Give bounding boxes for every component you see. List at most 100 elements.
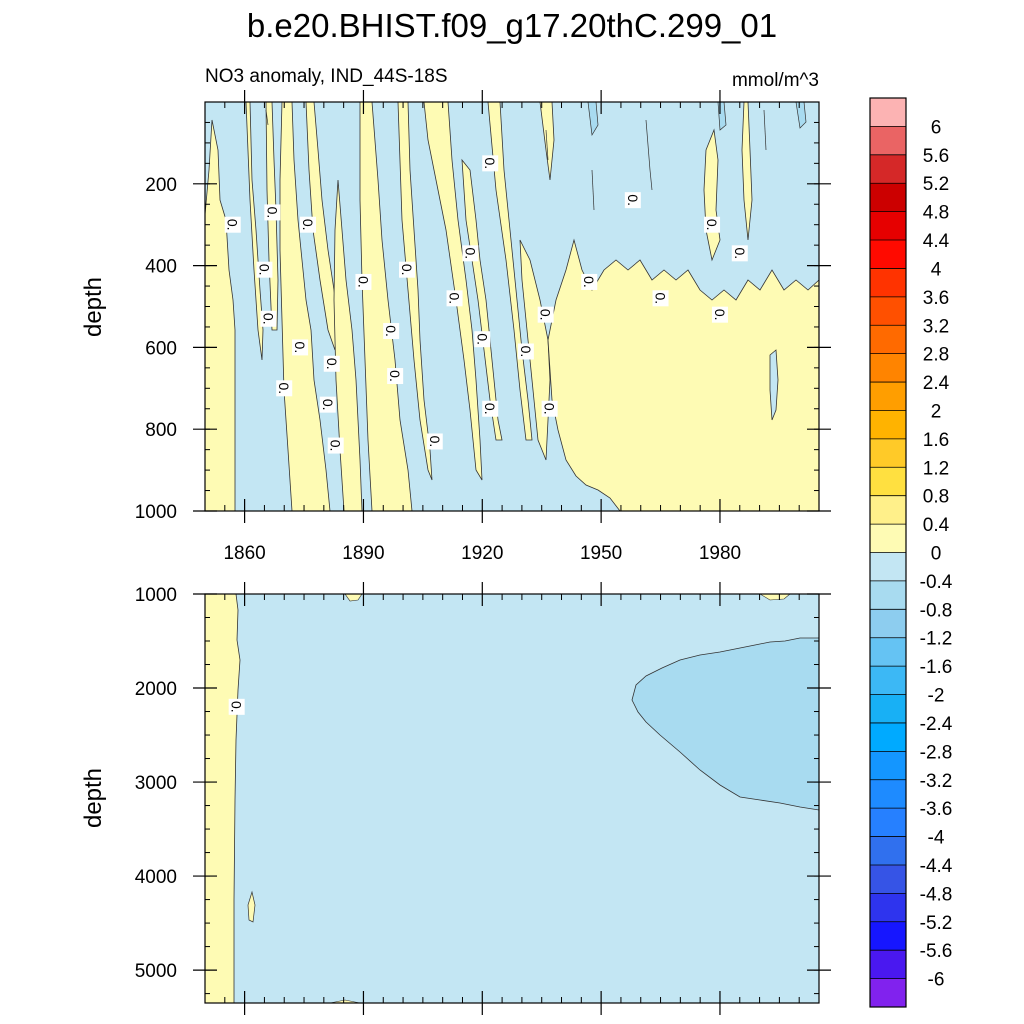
contour-label: 0. bbox=[256, 261, 273, 278]
contour-label-box bbox=[541, 400, 558, 417]
colorbar-label: 2.8 bbox=[923, 345, 949, 366]
bottom-panel: 0. 1000 2000 3000 4000 5000 depth bbox=[80, 582, 831, 1015]
top-y-axis: 200 400 600 800 1000 bbox=[135, 101, 831, 523]
contour-label-box bbox=[426, 433, 443, 450]
colorbar-label: -0.8 bbox=[920, 600, 953, 621]
contour-label-box bbox=[711, 306, 728, 323]
colorbar-swatch bbox=[870, 751, 906, 781]
negative-anomaly-patch bbox=[769, 349, 779, 421]
bottom-y-tick-label: 3000 bbox=[135, 773, 177, 794]
colorbar-label: -1.6 bbox=[920, 657, 953, 678]
contour-label-text: 0. bbox=[518, 346, 534, 358]
contour-line bbox=[645, 119, 653, 191]
colorbar-label: 4 bbox=[931, 259, 942, 280]
colorbar-swatch bbox=[870, 694, 906, 724]
positive-region bbox=[333, 179, 363, 511]
colorbar-frame bbox=[869, 97, 907, 1008]
contour-label-box bbox=[482, 155, 499, 172]
contour-label-text: 0. bbox=[538, 309, 554, 321]
contour-label-text: 0. bbox=[625, 194, 641, 206]
top-x-tick-label: 1950 bbox=[580, 543, 622, 564]
contour-label-text: 0. bbox=[704, 219, 720, 231]
contour-label-box bbox=[624, 192, 641, 209]
colorbar-label: 5.6 bbox=[923, 146, 949, 167]
colorbar-label: -4.4 bbox=[920, 856, 953, 877]
contour-label-box bbox=[517, 343, 534, 360]
contour-label: 0. bbox=[581, 273, 598, 290]
negative-anomaly-region bbox=[631, 637, 819, 811]
contour-label-text: 0. bbox=[324, 358, 340, 370]
colorbar-label: -3.2 bbox=[920, 771, 953, 792]
contour-label-text: 0. bbox=[474, 333, 490, 345]
contour-label-box bbox=[319, 396, 336, 413]
contour-label: 0. bbox=[264, 204, 281, 221]
colorbar-swatch bbox=[870, 183, 906, 212]
contour-label: 0. bbox=[704, 216, 721, 233]
positive-region bbox=[741, 102, 753, 241]
bottom-y-axis: 1000 2000 3000 4000 5000 bbox=[135, 585, 831, 995]
contour-label-text: 0. bbox=[264, 207, 280, 219]
contour-label: 0. bbox=[426, 433, 443, 450]
contour-label: 0. bbox=[482, 400, 499, 417]
bottom-panel-frame bbox=[204, 593, 820, 1004]
top-x-tick-label: 1890 bbox=[342, 543, 384, 564]
colorbar-swatch bbox=[870, 325, 906, 354]
bottom-y-tick-label: 5000 bbox=[135, 961, 177, 982]
contour-label: 0. bbox=[276, 380, 293, 397]
contour-label-text: 0. bbox=[653, 292, 669, 304]
top-y-axis-label: depth bbox=[80, 277, 107, 337]
top-y-tick-label: 800 bbox=[145, 420, 177, 441]
positive-region bbox=[461, 158, 503, 441]
contour-label-text: 0. bbox=[542, 403, 558, 415]
top-y-tick-label: 600 bbox=[145, 338, 177, 359]
contour-label-box bbox=[299, 216, 316, 233]
contour-label: 0. bbox=[383, 323, 400, 340]
contour-label-box bbox=[276, 380, 293, 397]
colorbar-swatch bbox=[870, 552, 906, 582]
colorbar-label: 0 bbox=[931, 544, 942, 565]
contour-label-box bbox=[327, 437, 344, 454]
colorbar-swatch bbox=[870, 893, 906, 923]
positive-sliver-bottom bbox=[329, 999, 361, 1003]
contour-label-text: 0. bbox=[276, 382, 292, 394]
colorbar-label: -1.2 bbox=[920, 629, 953, 650]
positive-region bbox=[423, 102, 483, 481]
contour-label: 0. bbox=[355, 273, 372, 290]
contour-label-text: 0. bbox=[260, 313, 276, 325]
chart-units-label: mmol/m^3 bbox=[732, 70, 819, 91]
positive-region bbox=[359, 102, 413, 511]
top-y-tick-label: 400 bbox=[145, 257, 177, 278]
chart-subtitle-left: NO3 anomaly, IND_44S-18S bbox=[205, 66, 448, 87]
colorbar-label: 5.2 bbox=[923, 174, 949, 195]
positive-region bbox=[279, 102, 331, 511]
colorbar-swatch bbox=[870, 154, 906, 184]
colorbar-label: 6 bbox=[931, 117, 942, 138]
contour-label: 0. bbox=[537, 306, 554, 323]
contour-label-text: 0. bbox=[229, 701, 245, 713]
contour-label-text: 0. bbox=[581, 276, 597, 288]
contour-label-text: 0. bbox=[482, 403, 498, 415]
colorbar-label: 1.2 bbox=[923, 458, 949, 479]
colorbar-label: 3.2 bbox=[923, 316, 949, 337]
colorbar-swatch bbox=[870, 779, 906, 809]
contour-label-text: 0. bbox=[399, 264, 415, 276]
contour-label: 0. bbox=[652, 290, 669, 307]
colorbar-label: 1.6 bbox=[923, 430, 949, 451]
contour-label: 0. bbox=[327, 437, 344, 454]
contour-label-box bbox=[399, 261, 416, 278]
colorbar-swatch bbox=[870, 268, 906, 298]
bottom-y-axis-label: depth bbox=[80, 768, 107, 828]
contour-line bbox=[591, 169, 595, 211]
contour-label-box bbox=[260, 310, 277, 327]
contour-label-box bbox=[704, 216, 721, 233]
colorbar-label: 2 bbox=[931, 401, 942, 422]
contour-label-box bbox=[256, 261, 273, 278]
colorbar-swatch bbox=[870, 950, 906, 979]
colorbar-label: 2.4 bbox=[923, 373, 950, 394]
contour-label: 0. bbox=[260, 310, 277, 327]
contour-label-box bbox=[224, 216, 241, 233]
contour-label: 0. bbox=[517, 343, 534, 360]
top-x-tick-label: 1920 bbox=[461, 543, 503, 564]
contour-label: 0. bbox=[462, 245, 479, 262]
